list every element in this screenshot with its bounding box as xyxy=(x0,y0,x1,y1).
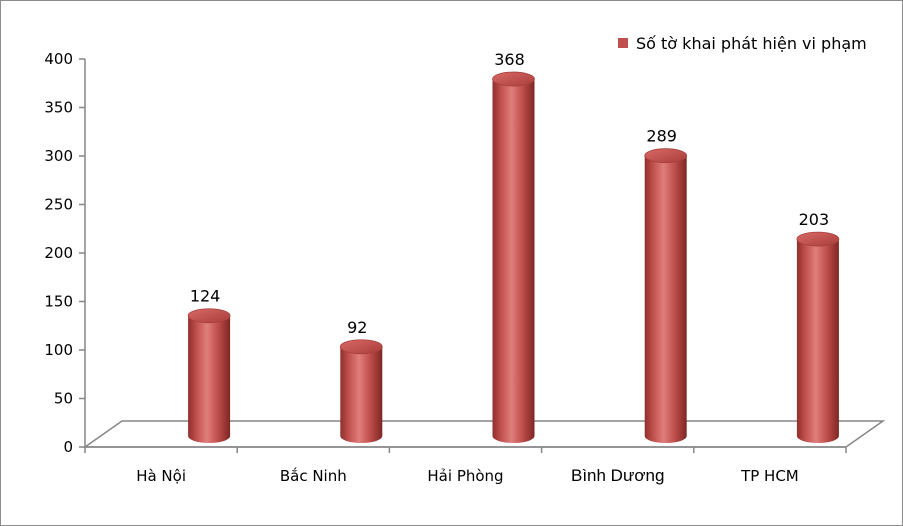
y-tick-label: 350 xyxy=(44,99,73,117)
bar-top xyxy=(339,339,383,355)
bar-top xyxy=(492,71,535,87)
x-tick-label: Bình Dương xyxy=(571,466,664,485)
y-tick-label: 250 xyxy=(44,196,73,214)
data-label: 124 xyxy=(190,287,221,306)
legend: Số tờ khai phát hiện vi phạm xyxy=(618,34,867,53)
data-label: 289 xyxy=(646,127,677,146)
y-tick-label: 50 xyxy=(54,390,73,408)
chart-axes: 0 50 100 150 200 250 300 350 400 xyxy=(44,50,886,456)
chart-bars xyxy=(187,71,840,444)
bar-body xyxy=(492,79,535,444)
chart-labels: Hà Nội 124 Bắc Ninh 92 Hải Phòng 368 Bình Dươn… xyxy=(136,50,829,485)
bar-top xyxy=(644,148,688,164)
legend-entry: Số tờ khai phát hiện vi phạm xyxy=(636,34,867,53)
y-tick-label: 100 xyxy=(44,341,73,359)
y-tick-label: 0 xyxy=(63,438,73,456)
x-tick-label: TP HCM xyxy=(740,467,799,485)
bar-body xyxy=(644,155,687,444)
y-tick-label: 300 xyxy=(44,147,73,165)
bar xyxy=(644,148,688,444)
bar xyxy=(492,71,535,444)
bar-body xyxy=(188,315,231,444)
x-tick-label: Hà Nội xyxy=(136,467,186,485)
bar xyxy=(187,308,231,444)
bar-top xyxy=(187,308,231,324)
x-tick-label: Hải Phòng xyxy=(427,467,503,485)
data-label: 368 xyxy=(494,50,525,69)
bar-body xyxy=(796,239,839,444)
y-tick-label: 150 xyxy=(44,293,73,311)
bar-body xyxy=(340,346,383,444)
bar xyxy=(339,339,383,444)
y-tick-label: 400 xyxy=(44,50,73,68)
bar-top xyxy=(796,231,840,247)
data-label: 92 xyxy=(347,318,367,337)
x-tick-label: Bắc Ninh xyxy=(280,467,347,485)
legend-swatch xyxy=(618,38,628,48)
y-tick-label: 200 xyxy=(44,244,73,262)
data-label: 203 xyxy=(799,210,830,229)
bar xyxy=(796,231,840,444)
